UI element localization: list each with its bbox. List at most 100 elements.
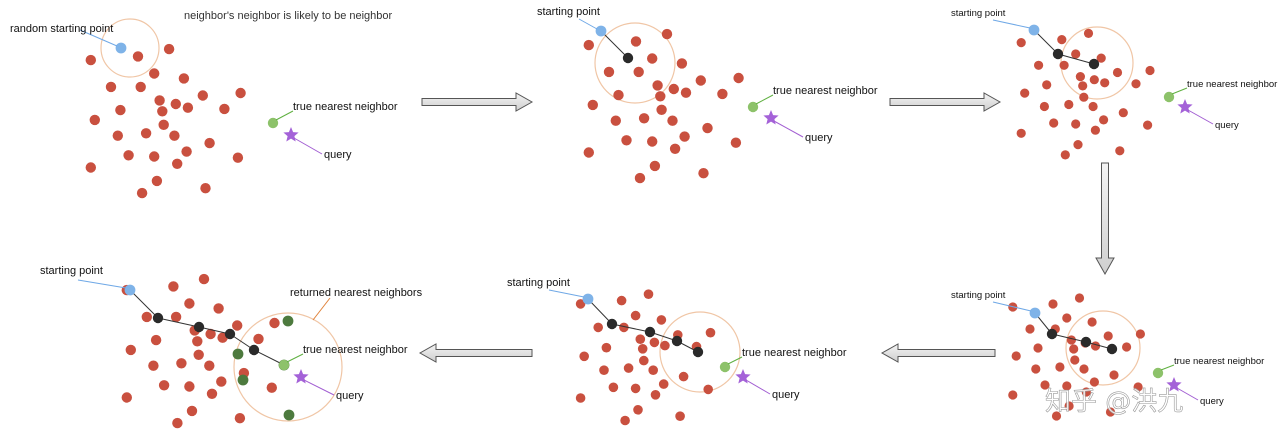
data-point	[172, 417, 183, 429]
data-point	[1040, 380, 1050, 390]
data-point	[1073, 140, 1083, 150]
start-label: starting point	[537, 6, 600, 18]
data-point	[1070, 355, 1080, 365]
data-point	[616, 295, 627, 306]
data-point	[660, 340, 670, 351]
data-point	[695, 75, 706, 86]
data-point	[1133, 382, 1143, 392]
data-point	[634, 172, 646, 184]
query-pointer-line	[303, 379, 335, 396]
visited-point	[1046, 328, 1058, 340]
data-point	[1055, 362, 1065, 372]
search-path-arrow	[1033, 29, 1059, 55]
data-point	[637, 344, 648, 354]
data-point	[679, 131, 690, 142]
data-point	[115, 104, 126, 116]
data-point	[141, 311, 152, 323]
data-point	[85, 162, 97, 173]
visited-point	[622, 52, 634, 64]
data-point	[1118, 108, 1128, 118]
data-point	[1089, 377, 1099, 387]
data-point	[186, 405, 198, 417]
data-point	[192, 336, 203, 347]
start-pointer-line	[992, 301, 1032, 312]
data-point	[678, 371, 689, 382]
data-point	[668, 83, 679, 95]
data-point	[619, 322, 629, 333]
panel-step-2: starting point true nearest neighbor query	[537, 6, 878, 184]
data-point	[1075, 72, 1085, 82]
true-nn-pointer-line	[727, 356, 743, 365]
start-label: starting point	[951, 8, 1006, 19]
true-nn-pointer-line	[755, 94, 774, 105]
search-path-arrow	[1051, 333, 1087, 344]
data-point	[656, 315, 667, 325]
true-nn-label: true nearest neighbor	[773, 85, 878, 97]
data-point	[184, 381, 195, 392]
data-point	[170, 98, 181, 110]
visited-point	[193, 321, 205, 333]
data-point	[1039, 101, 1049, 112]
data-point	[170, 311, 182, 323]
starting-point	[124, 284, 136, 296]
query-label: query	[805, 132, 833, 144]
flow-arrow-5-to-6	[418, 343, 533, 363]
true-nearest-neighbor-point	[1163, 91, 1175, 103]
start-pointer-line	[992, 19, 1031, 29]
data-point	[630, 310, 641, 321]
data-point	[620, 415, 630, 426]
query-label: query	[1200, 396, 1224, 407]
flow-arrow-2-to-3	[889, 92, 1002, 112]
data-point	[647, 136, 658, 147]
data-point	[158, 380, 170, 391]
start-pointer-line	[548, 289, 585, 298]
data-point	[121, 392, 132, 403]
data-point	[206, 388, 218, 399]
data-point	[575, 393, 586, 403]
data-point	[193, 349, 204, 360]
data-point	[1062, 313, 1072, 323]
query-label: query	[324, 149, 352, 161]
data-point	[1049, 118, 1059, 128]
data-point	[176, 358, 187, 369]
query-star	[1166, 377, 1182, 392]
data-point	[593, 322, 603, 333]
data-point	[1064, 99, 1074, 110]
data-point	[1062, 381, 1072, 391]
search-path-arrow	[611, 323, 651, 334]
data-point	[1112, 67, 1123, 78]
data-point	[132, 51, 144, 62]
true-nn-label: true nearest neighbor	[1187, 79, 1277, 90]
data-point	[675, 411, 685, 422]
data-point	[630, 383, 641, 394]
starting-point	[582, 293, 594, 305]
data-point	[136, 187, 148, 199]
query-pointer-line	[773, 120, 804, 138]
data-point	[621, 135, 632, 146]
neighborhood-circle	[659, 311, 741, 393]
panel-step-5: starting point true nearest neighbor query	[507, 277, 847, 426]
data-point	[1064, 401, 1074, 411]
data-point	[158, 119, 169, 130]
data-point	[623, 363, 634, 373]
data-point	[652, 80, 663, 91]
data-point	[1074, 293, 1085, 303]
data-point	[579, 351, 589, 362]
true-nn-label: true nearest neighbor	[303, 344, 408, 356]
data-point	[1105, 407, 1116, 417]
data-point	[1099, 115, 1109, 125]
data-point	[608, 382, 619, 393]
data-point	[1034, 60, 1044, 70]
true-nearest-neighbor-point	[267, 117, 279, 129]
true-nearest-neighbor-point	[719, 361, 731, 373]
data-point	[232, 152, 244, 163]
data-point	[643, 289, 654, 300]
query-label: query	[772, 389, 800, 401]
caption-text: neighbor's neighbor is likely to be neig…	[184, 10, 393, 22]
data-point	[1048, 299, 1058, 309]
data-point	[1122, 342, 1132, 352]
data-point	[232, 320, 243, 331]
data-point	[269, 317, 280, 329]
data-point	[703, 384, 713, 395]
search-path-arrow	[129, 289, 159, 319]
